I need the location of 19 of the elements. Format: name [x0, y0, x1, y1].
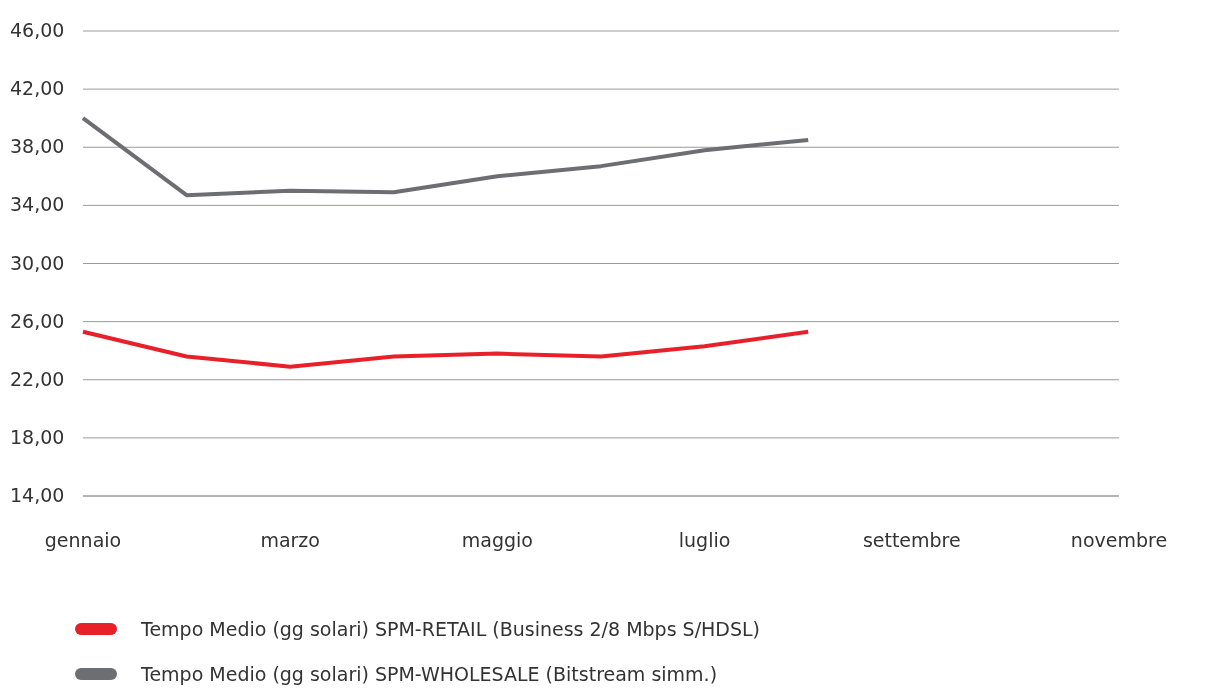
- x-tick-label: gennaio: [44, 529, 122, 552]
- y-tick-label: 46,00: [10, 19, 65, 41]
- line-series: [81, 116, 811, 198]
- y-tick-label: 22,00: [10, 367, 65, 390]
- x-tick-label: maggio: [461, 529, 533, 552]
- y-tick-label: 14,00: [10, 484, 65, 506]
- x-tick-label: marzo: [260, 529, 320, 552]
- x-tick-label: settembre: [862, 529, 961, 552]
- x-tick-label: luglio: [678, 529, 731, 552]
- y-tick-label: 38,00: [10, 135, 65, 158]
- y-tick-label: 42,00: [10, 77, 65, 100]
- legend-label: Tempo Medio (gg solari) SPM-WHOLESALE (Bitstream simm.): [141, 662, 718, 685]
- line-series: [81, 329, 811, 369]
- y-tick-label: 18,00: [10, 425, 65, 448]
- x-tick-label: novembre: [1070, 529, 1168, 552]
- y-tick-label: 26,00: [10, 309, 65, 332]
- legend-label: Tempo Medio (gg solari) SPM-RETAIL (Business 2/8 Mbps S/HDSL): [141, 617, 761, 640]
- y-tick-label: 34,00: [10, 193, 65, 216]
- y-tick-label: 30,00: [10, 251, 65, 274]
